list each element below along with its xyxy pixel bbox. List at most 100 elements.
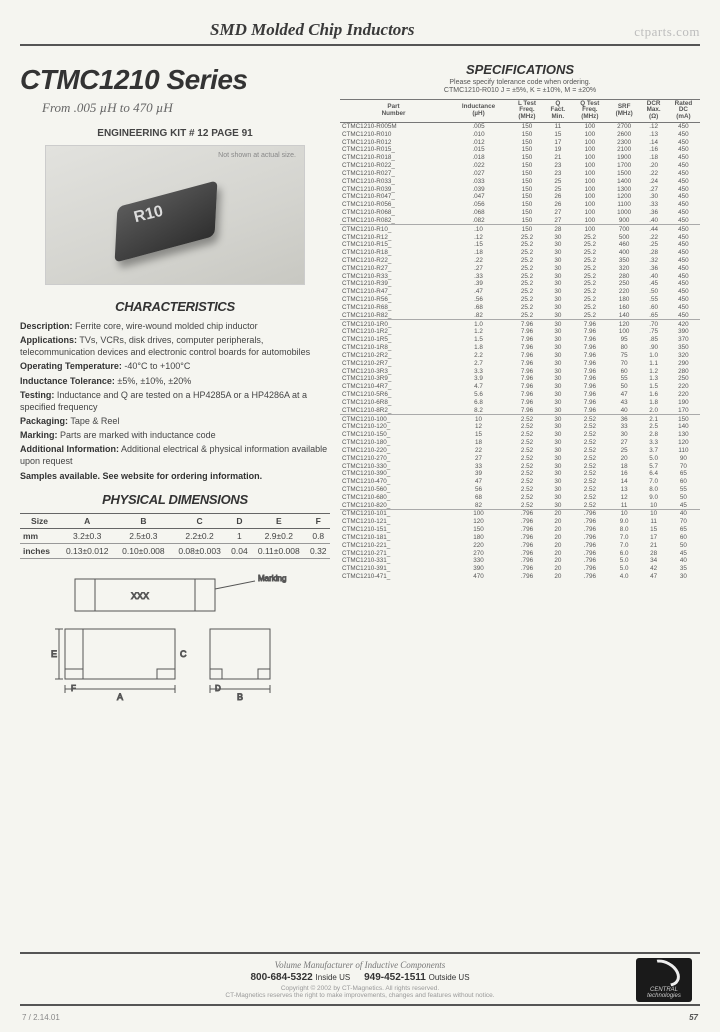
spec-cell: 2.5 <box>640 423 666 431</box>
spec-cell: 65 <box>667 526 700 534</box>
spec-cell: 40 <box>667 557 700 565</box>
spec-cell: CTMC1210-R022_ <box>340 162 447 170</box>
spec-cell: CTMC1210-R012 <box>340 138 447 146</box>
spec-cell: 1.3 <box>640 375 666 383</box>
spec-cell: 30 <box>544 383 572 391</box>
spec-cell: 150 <box>510 154 544 162</box>
spec-cell: 25.2 <box>572 304 608 312</box>
spec-cell: 450 <box>667 209 700 217</box>
spec-cell: 25 <box>608 447 640 455</box>
spec-cell: 30 <box>544 486 572 494</box>
spec-cell: CTMC1210-221_ <box>340 542 447 550</box>
spec-cell: 120 <box>447 518 510 526</box>
spec-cell: 1.8 <box>640 399 666 407</box>
spec-row: CTMC1210-R022_.022150231001700.20450 <box>340 162 700 170</box>
spec-cell: .796 <box>572 526 608 534</box>
spec-cell: 220 <box>667 383 700 391</box>
phys-row: inches0.13±0.0120.10±0.0080.08±0.0030.04… <box>20 543 330 558</box>
spec-cell: 25.2 <box>510 288 544 296</box>
spec-cell: 7.96 <box>510 320 544 328</box>
spec-group-1: CTMC1210-R10_.1015028100700.44450 CTMC121… <box>340 225 700 320</box>
spec-cell: 450 <box>667 225 700 233</box>
spec-cell: 280 <box>608 272 640 280</box>
spec-cell: 450 <box>667 201 700 209</box>
spec-cell: 30 <box>544 344 572 352</box>
spec-cell: 450 <box>667 257 700 265</box>
spec-row: CTMC1210-R10_.1015028100700.44450 <box>340 225 700 233</box>
phys-cell: 0.08±0.003 <box>171 543 227 558</box>
spec-cell: 25.2 <box>510 241 544 249</box>
spec-cell: 33 <box>608 423 640 431</box>
spec-cell: 7.96 <box>572 375 608 383</box>
spec-cell: CTMC1210-121_ <box>340 518 447 526</box>
spec-row: CTMC1210-560_562.52302.52138.055 <box>340 486 700 494</box>
spec-cell: .39 <box>447 280 510 288</box>
spec-cell: 27 <box>544 217 572 225</box>
spec-cell: 26 <box>544 201 572 209</box>
spec-cell: 25.2 <box>572 288 608 296</box>
spec-cell: CTMC1210-R18_ <box>340 249 447 257</box>
spec-cell: .796 <box>510 526 544 534</box>
spec-cell: 25 <box>544 177 572 185</box>
spec-row: CTMC1210-R018_.018150211001900.18450 <box>340 154 700 162</box>
spec-row: CTMC1210-330_332.52302.52185.770 <box>340 462 700 470</box>
spec-cell: 68 <box>447 494 510 502</box>
spec-cell: .28 <box>640 249 666 257</box>
phys-cell: 0.10±0.008 <box>115 543 171 558</box>
spec-row: CTMC1210-8R2_8.27.96307.96402.0170 <box>340 406 700 414</box>
spec-cell: 1300 <box>608 185 640 193</box>
spec-cell: 150 <box>510 225 544 233</box>
spec-cell: 30 <box>544 241 572 249</box>
spec-cell: 17 <box>544 138 572 146</box>
spec-cell: 20 <box>544 573 572 581</box>
spec-cell: .75 <box>640 328 666 336</box>
spec-cell: 45 <box>667 549 700 557</box>
spec-cell: .796 <box>510 510 544 518</box>
spec-cell: 34 <box>640 557 666 565</box>
spec-cell: CTMC1210-271_ <box>340 549 447 557</box>
spec-cell: 25.2 <box>572 296 608 304</box>
spec-cell: 11 <box>640 518 666 526</box>
spec-cell: CTMC1210-4R7_ <box>340 383 447 391</box>
svg-text:D: D <box>215 684 221 693</box>
spec-group-3: CTMC1210-100_102.52302.52362.1150CTMC121… <box>340 415 700 510</box>
spec-cell: .022 <box>447 162 510 170</box>
spec-cell: 30 <box>544 359 572 367</box>
svg-text:C: C <box>180 649 187 659</box>
spec-cell: 25.2 <box>572 249 608 257</box>
spec-cell: 2.52 <box>510 447 544 455</box>
spec-cell: 120 <box>667 439 700 447</box>
samples-note: Samples available. See website for order… <box>20 471 262 481</box>
spec-cell: .10 <box>447 225 510 233</box>
spec-cell: 6.0 <box>608 549 640 557</box>
spec-row: CTMC1210-R012.012150171002300.14450 <box>340 138 700 146</box>
spec-cell: 100 <box>572 177 608 185</box>
spec-cell: .796 <box>510 565 544 573</box>
spec-cell: 450 <box>667 154 700 162</box>
spec-cell: 30 <box>608 431 640 439</box>
central-logo: CENTRAL technologies <box>636 958 692 1002</box>
spec-cell: .82 <box>447 311 510 319</box>
spec-cell: 100 <box>572 162 608 170</box>
spec-cell: CTMC1210-R033_ <box>340 177 447 185</box>
spec-cell: 60 <box>667 534 700 542</box>
spec-cell: CTMC1210-391_ <box>340 565 447 573</box>
spec-cell: 19 <box>544 146 572 154</box>
spec-cell: CTMC1210-471_ <box>340 573 447 581</box>
spec-cell: 1.0 <box>640 352 666 360</box>
spec-cell: .24 <box>640 177 666 185</box>
spec-cell: 450 <box>667 170 700 178</box>
spec-row: CTMC1210-R68_.6825.23025.2160.60450 <box>340 304 700 312</box>
spec-cell: 35 <box>667 565 700 573</box>
spec-cell: 100 <box>572 185 608 193</box>
spec-cell: 140 <box>608 311 640 319</box>
product-image: Not shown at actual size. R10 <box>45 145 305 285</box>
spec-cell: CTMC1210-1R2_ <box>340 328 447 336</box>
addl-label: Additional Information: <box>20 444 119 454</box>
spec-cell: CTMC1210-1R5_ <box>340 336 447 344</box>
spec-cell: 2.52 <box>510 470 544 478</box>
spec-cell: 2.52 <box>572 423 608 431</box>
spec-cell: 1900 <box>608 154 640 162</box>
tol-text: ±5%, ±10%, ±20% <box>117 376 191 386</box>
spec-cell: 7.0 <box>608 542 640 550</box>
